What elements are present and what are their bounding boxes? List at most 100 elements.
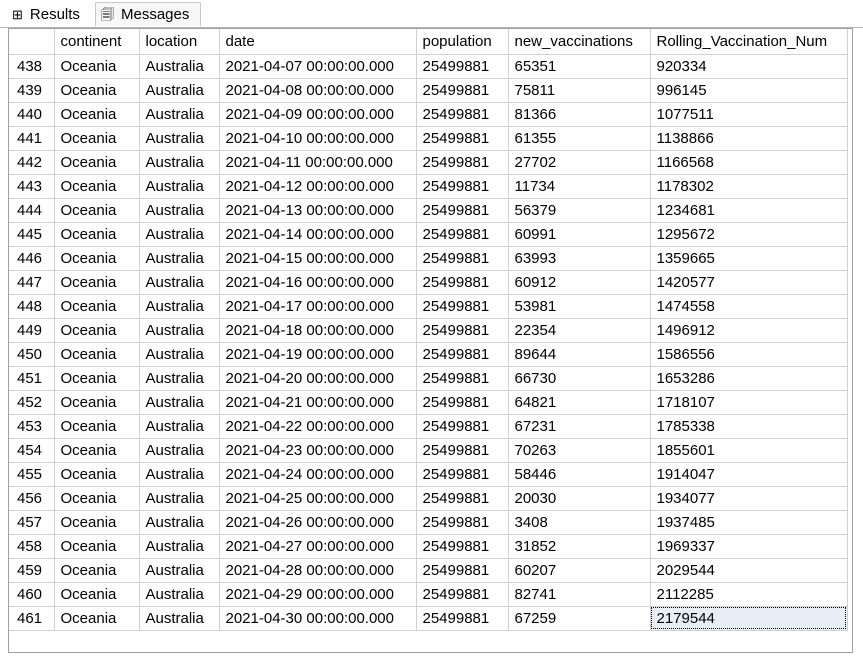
table-cell[interactable]: Australia — [139, 270, 220, 295]
table-row[interactable]: 448 Oceania Australia 2021-04-17 00:00:00.0… — [9, 294, 848, 319]
selected-cell[interactable]: 2179544 — [650, 606, 848, 631]
table-cell[interactable]: 25499881 — [416, 438, 509, 463]
table-cell[interactable]: 2021-04-23 00:00:00.000 — [219, 438, 417, 463]
table-cell[interactable]: Australia — [139, 558, 220, 583]
table-cell[interactable]: 25499881 — [416, 486, 509, 511]
table-cell[interactable]: 25499881 — [416, 78, 509, 103]
row-number[interactable]: 440 — [9, 102, 55, 127]
table-cell[interactable]: 89644 — [508, 342, 651, 367]
table-cell[interactable]: 2021-04-22 00:00:00.000 — [219, 414, 417, 439]
table-cell[interactable]: 2112285 — [650, 582, 848, 607]
table-cell[interactable]: 25499881 — [416, 102, 509, 127]
table-cell[interactable]: 82741 — [508, 582, 651, 607]
row-number[interactable]: 442 — [9, 150, 55, 175]
table-row[interactable]: 447 Oceania Australia 2021-04-16 00:00:00.0… — [9, 270, 848, 295]
table-row[interactable]: 445 Oceania Australia 2021-04-14 00:00:00.0… — [9, 222, 848, 247]
table-cell[interactable]: 1914047 — [650, 462, 848, 487]
table-cell[interactable]: Australia — [139, 462, 220, 487]
table-cell[interactable]: 2021-04-19 00:00:00.000 — [219, 342, 417, 367]
table-cell[interactable]: 2021-04-07 00:00:00.000 — [219, 54, 417, 79]
table-cell[interactable]: 1077511 — [650, 102, 848, 127]
table-cell[interactable]: 70263 — [508, 438, 651, 463]
table-row[interactable]: 446 Oceania Australia 2021-04-15 00:00:00.0… — [9, 246, 848, 271]
table-cell[interactable]: 2021-04-08 00:00:00.000 — [219, 78, 417, 103]
table-cell[interactable]: 2021-04-10 00:00:00.000 — [219, 126, 417, 151]
table-cell[interactable]: 1474558 — [650, 294, 848, 319]
table-cell[interactable]: Oceania — [54, 318, 140, 343]
column-header-rolling-vaccination-num[interactable]: Rolling_Vaccination_Num — [650, 29, 848, 55]
table-cell[interactable]: Australia — [139, 54, 220, 79]
row-number-header[interactable] — [9, 29, 55, 55]
table-cell[interactable]: 2021-04-21 00:00:00.000 — [219, 390, 417, 415]
table-cell[interactable]: 31852 — [508, 534, 651, 559]
table-cell[interactable]: Oceania — [54, 438, 140, 463]
table-row[interactable]: 439 Oceania Australia 2021-04-08 00:00:00.0… — [9, 78, 848, 103]
table-cell[interactable]: 60207 — [508, 558, 651, 583]
table-cell[interactable]: 1178302 — [650, 174, 848, 199]
table-cell[interactable]: Australia — [139, 102, 220, 127]
table-cell[interactable]: 56379 — [508, 198, 651, 223]
row-number[interactable]: 445 — [9, 222, 55, 247]
table-cell[interactable]: 1359665 — [650, 246, 848, 271]
table-cell[interactable]: Australia — [139, 294, 220, 319]
table-row[interactable]: 451 Oceania Australia 2021-04-20 00:00:00.0… — [9, 366, 848, 391]
row-number[interactable]: 459 — [9, 558, 55, 583]
table-cell[interactable]: Oceania — [54, 102, 140, 127]
table-cell[interactable]: 2021-04-13 00:00:00.000 — [219, 198, 417, 223]
table-cell[interactable]: 11734 — [508, 174, 651, 199]
table-cell[interactable]: Australia — [139, 174, 220, 199]
table-cell[interactable]: Australia — [139, 78, 220, 103]
row-number[interactable]: 453 — [9, 414, 55, 439]
table-cell[interactable]: 1653286 — [650, 366, 848, 391]
row-number[interactable]: 441 — [9, 126, 55, 151]
table-cell[interactable]: 25499881 — [416, 342, 509, 367]
table-cell[interactable]: 2021-04-14 00:00:00.000 — [219, 222, 417, 247]
table-cell[interactable]: Oceania — [54, 366, 140, 391]
table-cell[interactable]: 25499881 — [416, 366, 509, 391]
table-cell[interactable]: 2021-04-17 00:00:00.000 — [219, 294, 417, 319]
row-number[interactable]: 457 — [9, 510, 55, 535]
table-cell[interactable]: Oceania — [54, 174, 140, 199]
row-number[interactable]: 438 — [9, 54, 55, 79]
table-row[interactable]: 460 Oceania Australia 2021-04-29 00:00:00.0… — [9, 582, 848, 607]
table-cell[interactable]: 25499881 — [416, 390, 509, 415]
table-row[interactable]: 440 Oceania Australia 2021-04-09 00:00:00.0… — [9, 102, 848, 127]
table-row[interactable]: 450 Oceania Australia 2021-04-19 00:00:00.0… — [9, 342, 848, 367]
results-grid[interactable]: continent location date population new_vacci… — [8, 28, 853, 653]
table-row[interactable]: 443 Oceania Australia 2021-04-12 00:00:00.0… — [9, 174, 848, 199]
table-cell[interactable]: 2021-04-26 00:00:00.000 — [219, 510, 417, 535]
table-cell[interactable]: 1295672 — [650, 222, 848, 247]
table-cell[interactable]: 25499881 — [416, 270, 509, 295]
row-number[interactable]: 449 — [9, 318, 55, 343]
table-cell[interactable]: 25499881 — [416, 606, 509, 631]
table-cell[interactable]: 996145 — [650, 78, 848, 103]
table-cell[interactable]: 25499881 — [416, 414, 509, 439]
table-cell[interactable]: Australia — [139, 126, 220, 151]
table-row[interactable]: 453 Oceania Australia 2021-04-22 00:00:00.0… — [9, 414, 848, 439]
table-cell[interactable]: Oceania — [54, 150, 140, 175]
table-cell[interactable]: 25499881 — [416, 582, 509, 607]
table-row[interactable]: 444 Oceania Australia 2021-04-13 00:00:00.0… — [9, 198, 848, 223]
table-cell[interactable]: Oceania — [54, 294, 140, 319]
row-number[interactable]: 452 — [9, 390, 55, 415]
table-cell[interactable]: 1586556 — [650, 342, 848, 367]
row-number[interactable]: 456 — [9, 486, 55, 511]
table-cell[interactable]: 66730 — [508, 366, 651, 391]
table-cell[interactable]: 1496912 — [650, 318, 848, 343]
table-cell[interactable]: 60991 — [508, 222, 651, 247]
table-cell[interactable]: 1937485 — [650, 510, 848, 535]
table-cell[interactable]: 63993 — [508, 246, 651, 271]
table-cell[interactable]: 27702 — [508, 150, 651, 175]
table-cell[interactable]: 2021-04-27 00:00:00.000 — [219, 534, 417, 559]
table-cell[interactable]: 25499881 — [416, 318, 509, 343]
table-cell[interactable]: 25499881 — [416, 558, 509, 583]
table-cell[interactable]: 1785338 — [650, 414, 848, 439]
table-cell[interactable]: 2021-04-20 00:00:00.000 — [219, 366, 417, 391]
table-cell[interactable]: 2021-04-09 00:00:00.000 — [219, 102, 417, 127]
row-number[interactable]: 439 — [9, 78, 55, 103]
table-cell[interactable]: 25499881 — [416, 534, 509, 559]
table-cell[interactable]: 2029544 — [650, 558, 848, 583]
table-cell[interactable]: Oceania — [54, 78, 140, 103]
table-cell[interactable]: Oceania — [54, 54, 140, 79]
table-cell[interactable]: Oceania — [54, 558, 140, 583]
